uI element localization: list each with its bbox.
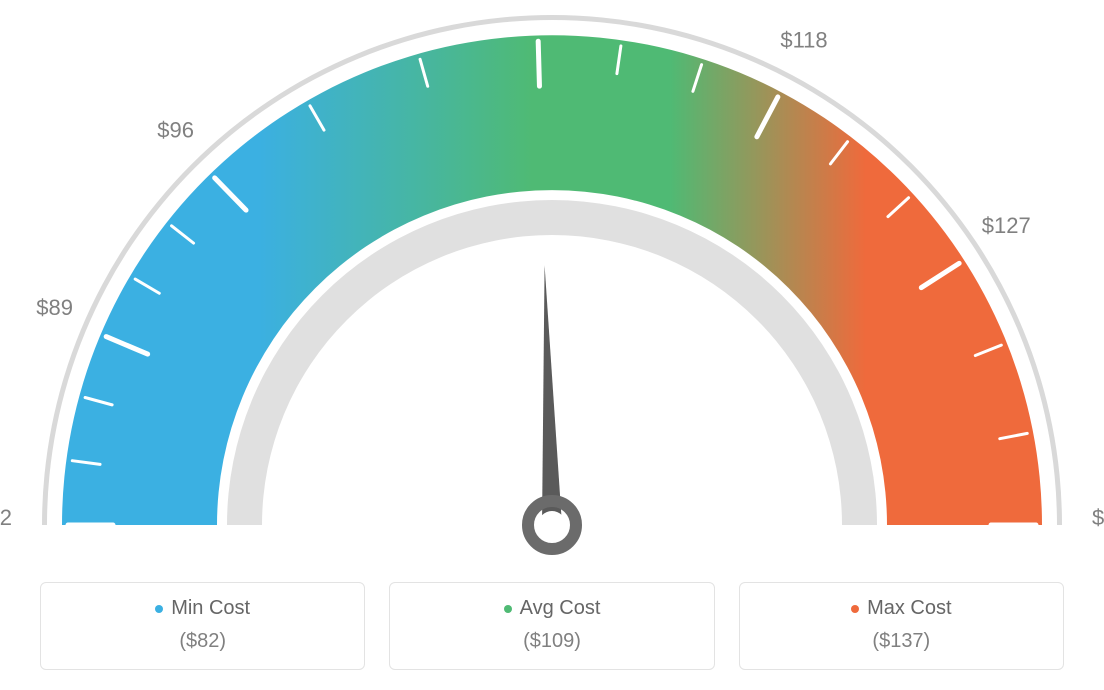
gauge-tick-label: $89	[36, 295, 73, 320]
legend-card-avg: Avg Cost ($109)	[389, 582, 714, 670]
gauge-tick-label: $137	[1092, 505, 1104, 530]
gauge-svg: $82$89$96$109$118$127$137	[0, 0, 1104, 570]
dot-icon	[851, 605, 859, 613]
gauge-tick-label: $127	[982, 213, 1031, 238]
dot-icon	[155, 605, 163, 613]
gauge-tick-label: $82	[0, 505, 12, 530]
gauge-needle	[542, 265, 562, 525]
legend-card-min: Min Cost ($82)	[40, 582, 365, 670]
gauge-tick-label: $96	[157, 118, 194, 143]
legend-title-min: Min Cost	[51, 597, 354, 620]
legend: Min Cost ($82) Avg Cost ($109) Max Cost …	[40, 582, 1064, 670]
legend-label: Avg Cost	[520, 597, 601, 619]
legend-value-max: ($137)	[750, 630, 1053, 653]
legend-value-avg: ($109)	[400, 630, 703, 653]
legend-title-avg: Avg Cost	[400, 597, 703, 620]
gauge-tick-label: $118	[780, 27, 827, 52]
legend-label: Max Cost	[867, 597, 951, 619]
legend-card-max: Max Cost ($137)	[739, 582, 1064, 670]
gauge: $82$89$96$109$118$127$137	[0, 0, 1104, 570]
dot-icon	[504, 605, 512, 613]
legend-value-min: ($82)	[51, 630, 354, 653]
legend-title-max: Max Cost	[750, 597, 1053, 620]
legend-label: Min Cost	[171, 597, 250, 619]
chart-container: $82$89$96$109$118$127$137 Min Cost ($82)…	[0, 0, 1104, 690]
